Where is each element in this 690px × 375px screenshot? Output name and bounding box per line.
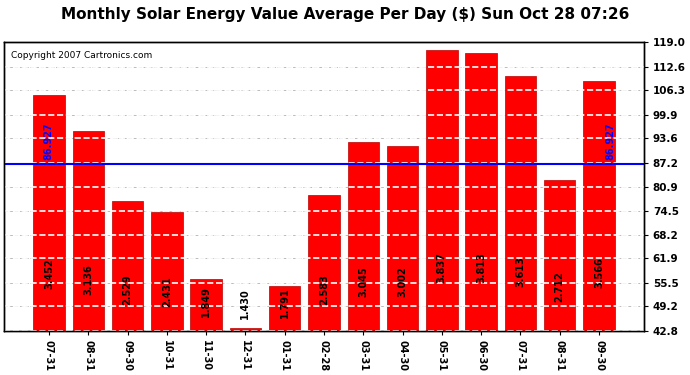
Bar [466,53,497,375]
Bar [426,50,457,375]
Bar [583,81,615,375]
Text: 1.849: 1.849 [201,286,211,317]
Bar [112,201,144,375]
Text: 1.791: 1.791 [279,288,290,318]
Text: 1.430: 1.430 [240,289,250,320]
Bar [33,94,65,375]
Text: 86.927: 86.927 [605,122,615,160]
Text: 2.583: 2.583 [319,274,329,304]
Text: 3.813: 3.813 [476,252,486,283]
Text: 2.529: 2.529 [123,275,132,306]
Bar [387,147,418,375]
Text: 86.927: 86.927 [43,122,53,160]
Text: 3.837: 3.837 [437,252,447,283]
Bar [151,212,183,375]
Bar [504,76,536,375]
Text: Monthly Solar Energy Value Average Per Day ($) Sun Oct 28 07:26: Monthly Solar Energy Value Average Per D… [61,8,629,22]
Bar [348,141,379,375]
Bar [308,195,339,375]
Bar [190,279,221,375]
Text: 2.431: 2.431 [162,276,172,307]
Bar [72,131,104,375]
Bar [269,286,300,375]
Text: 3.045: 3.045 [358,266,368,297]
Text: 3.002: 3.002 [397,267,408,297]
Text: 3.136: 3.136 [83,264,93,295]
Text: Copyright 2007 Cartronics.com: Copyright 2007 Cartronics.com [10,51,152,60]
Bar [230,328,261,375]
Text: 3.566: 3.566 [594,257,604,288]
Bar [544,180,575,375]
Text: 3.452: 3.452 [44,259,54,290]
Text: 3.613: 3.613 [515,256,526,287]
Text: 2.712: 2.712 [555,272,564,302]
